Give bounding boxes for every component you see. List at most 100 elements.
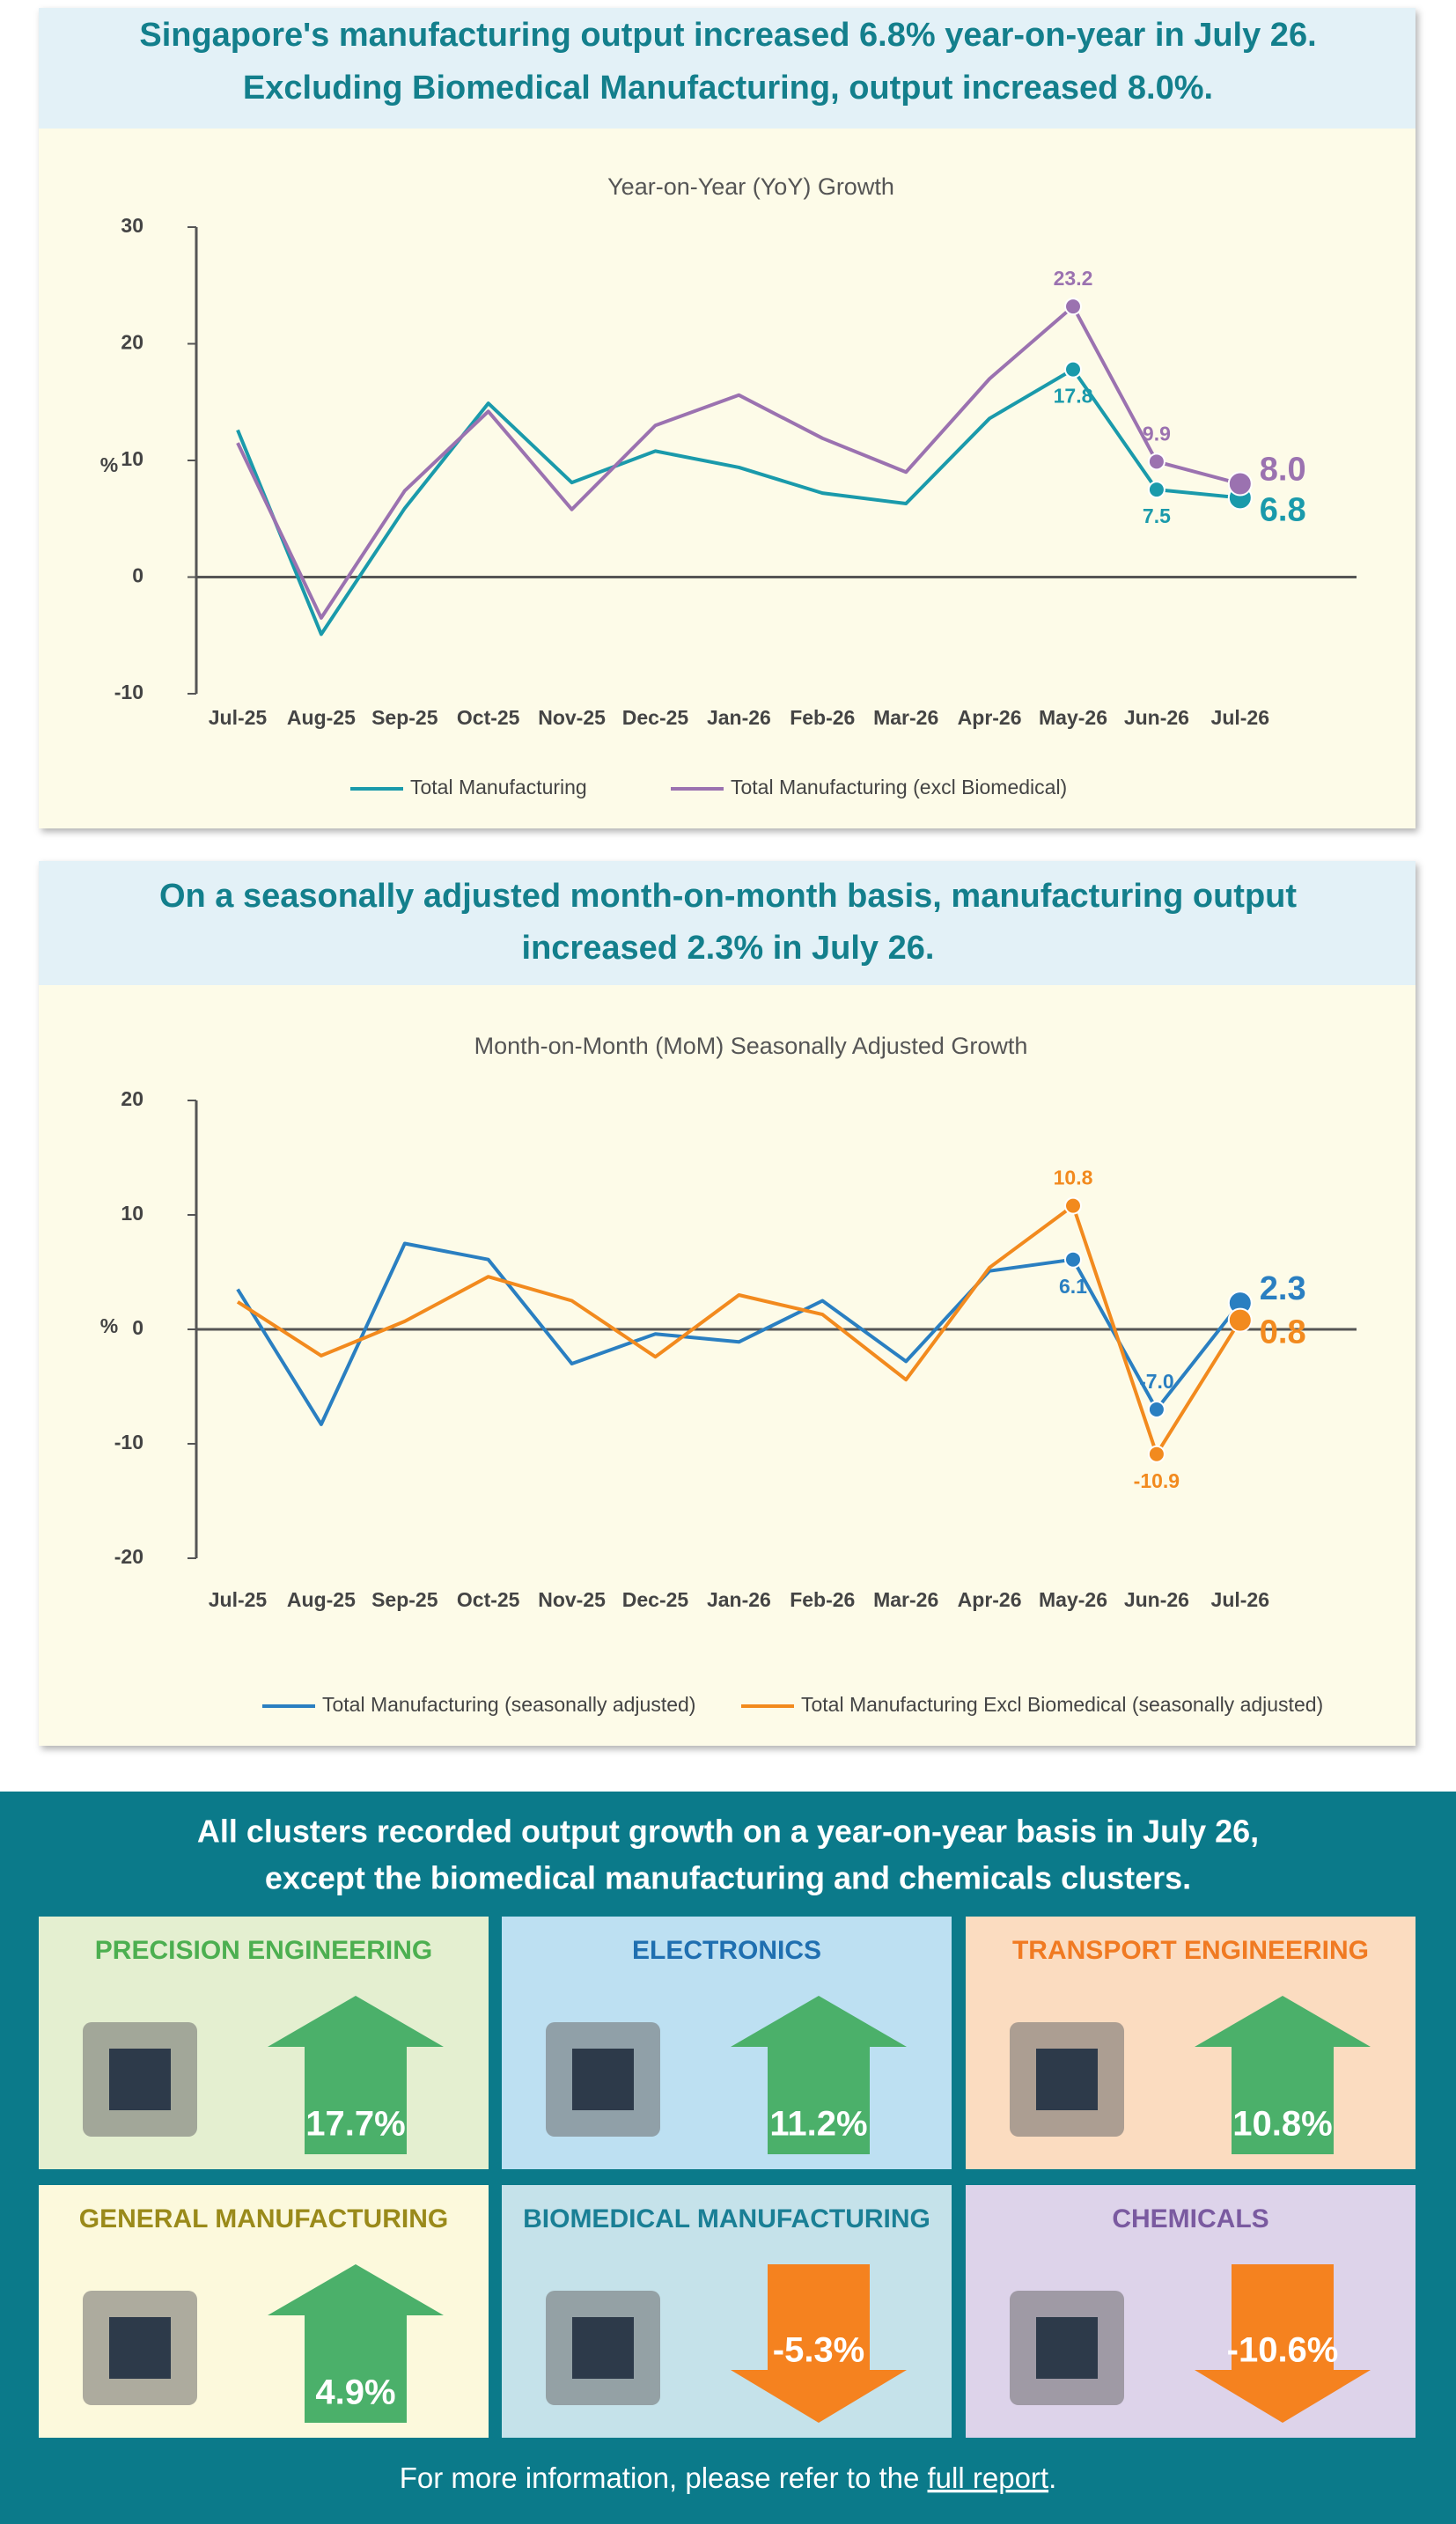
- point: [1147, 453, 1166, 471]
- cluster-value: 4.9%: [315, 2373, 395, 2412]
- x-tick-label: Dec-25: [622, 706, 689, 729]
- cluster-icon-detail: [109, 2049, 171, 2110]
- value-label: 7.5: [1143, 504, 1171, 527]
- y-tick-label: 30: [121, 214, 143, 237]
- x-tick-label: Jan-26: [707, 1588, 771, 1611]
- cluster-value: -5.3%: [773, 2331, 865, 2370]
- y-tick-label: -10: [114, 681, 143, 703]
- cluster-name: GENERAL MANUFACTURING: [79, 2204, 448, 2233]
- x-tick-label: Jul-25: [209, 706, 268, 729]
- value-label: 6.8: [1260, 491, 1306, 528]
- cluster-icon-detail: [572, 2317, 634, 2379]
- cluster-arrow: [268, 1996, 444, 2154]
- footer-end: .: [1048, 2461, 1056, 2494]
- point: [1064, 298, 1082, 316]
- cluster-icon-detail: [1036, 2317, 1098, 2379]
- x-tick-label: Feb-26: [790, 1588, 855, 1611]
- x-tick-label: Sep-25: [371, 706, 438, 729]
- x-tick-label: Oct-25: [457, 1588, 520, 1611]
- footer: For more information, please refer to th…: [400, 2461, 1057, 2494]
- footer-text: For more information, please refer to th…: [400, 2461, 920, 2494]
- content: Singapore's manufacturing output increas…: [39, 17, 1416, 2494]
- headline: On a seasonally adjusted month-on-month …: [159, 878, 1297, 915]
- point: [1064, 1196, 1082, 1215]
- point: [1147, 1401, 1166, 1418]
- point: [1064, 1250, 1082, 1269]
- headline: Singapore's manufacturing output increas…: [139, 17, 1316, 54]
- value-label: -10.9: [1134, 1469, 1180, 1492]
- x-tick-label: Apr-26: [958, 1588, 1022, 1611]
- x-tick-label: Jun-26: [1124, 706, 1189, 729]
- x-tick-label: Nov-25: [538, 1588, 606, 1611]
- footer-link[interactable]: full report: [928, 2461, 1049, 2494]
- y-axis-label: %: [100, 1314, 118, 1337]
- point: [1227, 471, 1253, 497]
- cluster-icon-detail: [572, 2049, 634, 2110]
- chart-title: Month-on-Month (MoM) Seasonally Adjusted…: [474, 1033, 1028, 1059]
- x-tick-label: Jul-25: [209, 1588, 268, 1611]
- legend-label: Total Manufacturing (seasonally adjusted…: [322, 1693, 695, 1716]
- x-tick-label: Apr-26: [958, 706, 1022, 729]
- cluster-icon-detail: [1036, 2049, 1098, 2110]
- legend-label: Total Manufacturing Excl Biomedical (sea…: [801, 1693, 1323, 1716]
- headline: increased 2.3% in July 26.: [522, 930, 935, 967]
- cluster-arrow: [1195, 2264, 1371, 2423]
- point: [1147, 1445, 1166, 1463]
- x-tick-label: Feb-26: [790, 706, 855, 729]
- y-tick-label: 20: [121, 1087, 143, 1110]
- point: [1064, 360, 1082, 379]
- cluster-name: ELECTRONICS: [632, 1936, 821, 1965]
- value-label: -7.0: [1139, 1370, 1174, 1393]
- banner-yoy: [39, 8, 1416, 129]
- cluster-icon-detail: [109, 2317, 171, 2379]
- panel-yoy: [39, 8, 1416, 828]
- x-tick-label: Aug-25: [287, 706, 356, 729]
- clusters-headline: except the biomedical manufacturing and …: [265, 1860, 1191, 1896]
- x-tick-label: Nov-25: [538, 706, 606, 729]
- cluster-value: 11.2%: [769, 2105, 867, 2144]
- x-tick-label: May-26: [1039, 706, 1107, 729]
- cluster-name: BIOMEDICAL MANUFACTURING: [523, 2204, 930, 2233]
- x-tick-label: Jul-26: [1211, 1588, 1269, 1611]
- value-label: 10.8: [1054, 1166, 1093, 1189]
- x-tick-label: Dec-25: [622, 1588, 689, 1611]
- cluster-value: 10.8%: [1232, 2105, 1332, 2144]
- x-tick-label: Sep-25: [371, 1588, 438, 1611]
- x-tick-label: Jun-26: [1124, 1588, 1189, 1611]
- cluster-arrow: [731, 1996, 907, 2154]
- value-label: 17.8: [1054, 385, 1093, 408]
- value-label: 0.8: [1260, 1314, 1306, 1351]
- x-tick-label: Aug-25: [287, 1588, 356, 1611]
- value-label: 23.2: [1054, 267, 1093, 290]
- clusters-headline: All clusters recorded output growth on a…: [197, 1814, 1259, 1850]
- x-tick-label: Mar-26: [873, 706, 938, 729]
- headline: Excluding Biomedical Manufacturing, outp…: [243, 70, 1213, 107]
- y-tick-label: 10: [121, 1202, 143, 1225]
- legend-label: Total Manufacturing (excl Biomedical): [731, 776, 1067, 798]
- y-axis-label: %: [100, 453, 118, 476]
- x-tick-label: Oct-25: [457, 706, 520, 729]
- y-tick-label: 0: [132, 1316, 143, 1339]
- value-label: 8.0: [1260, 452, 1306, 489]
- point: [1147, 481, 1166, 499]
- y-tick-label: 20: [121, 331, 143, 354]
- legend-label: Total Manufacturing: [410, 776, 587, 798]
- y-tick-label: -20: [114, 1545, 143, 1568]
- y-tick-label: 0: [132, 564, 143, 587]
- cluster-name: CHEMICALS: [1112, 2204, 1268, 2233]
- banner-mom: [39, 861, 1416, 985]
- cluster-arrow: [1195, 1996, 1371, 2154]
- cluster-value: -10.6%: [1227, 2331, 1339, 2370]
- x-tick-label: Jan-26: [707, 706, 771, 729]
- cluster-arrow: [731, 2264, 907, 2423]
- value-label: 6.1: [1059, 1275, 1087, 1298]
- y-tick-label: 10: [121, 447, 143, 470]
- y-tick-label: -10: [114, 1431, 143, 1453]
- cluster-name: TRANSPORT ENGINEERING: [1012, 1936, 1369, 1965]
- chart-title: Year-on-Year (YoY) Growth: [607, 173, 894, 200]
- point: [1227, 1307, 1253, 1333]
- cluster-value: 17.7%: [305, 2105, 405, 2144]
- x-tick-label: Mar-26: [873, 1588, 938, 1611]
- cluster-name: PRECISION ENGINEERING: [95, 1936, 432, 1965]
